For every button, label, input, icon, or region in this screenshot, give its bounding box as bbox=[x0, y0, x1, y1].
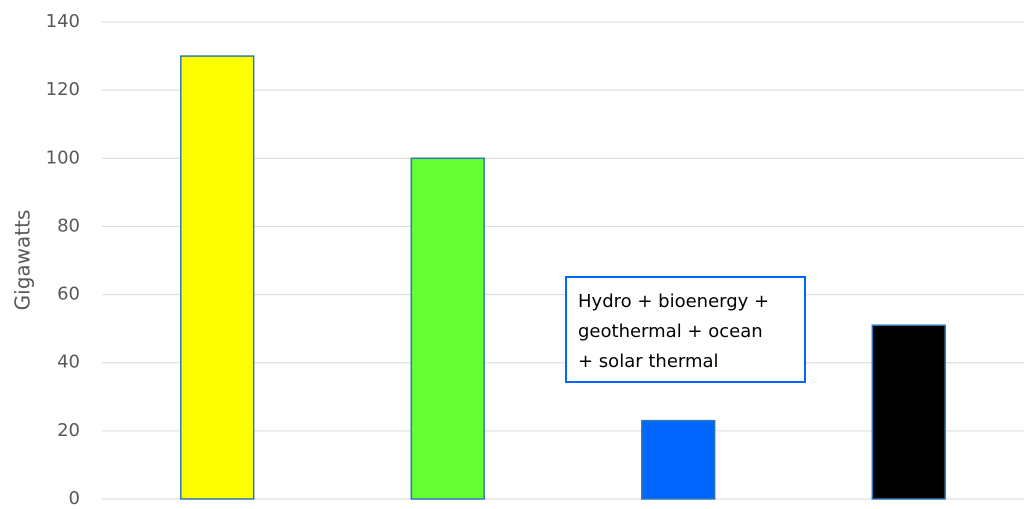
annotation-text: geothermal + ocean bbox=[578, 321, 763, 342]
annotation-text: + solar thermal bbox=[578, 351, 719, 372]
annotation-text: Hydro + bioenergy + bbox=[578, 291, 769, 312]
y-tick-label: 0 bbox=[69, 488, 80, 509]
bar bbox=[410, 157, 485, 500]
annotation-box bbox=[565, 276, 806, 383]
bar bbox=[180, 55, 255, 500]
y-tick-label: 80 bbox=[57, 215, 80, 236]
y-tick-label: 40 bbox=[57, 352, 80, 373]
y-axis-label: Gigawatts bbox=[11, 210, 35, 311]
y-tick-label: 100 bbox=[46, 147, 80, 168]
y-tick-label: 20 bbox=[57, 420, 80, 441]
y-tick-label: 60 bbox=[57, 284, 80, 305]
y-tick-label: 140 bbox=[46, 11, 80, 32]
y-tick-label: 120 bbox=[46, 79, 80, 100]
bar bbox=[871, 324, 946, 500]
bar bbox=[641, 419, 716, 500]
